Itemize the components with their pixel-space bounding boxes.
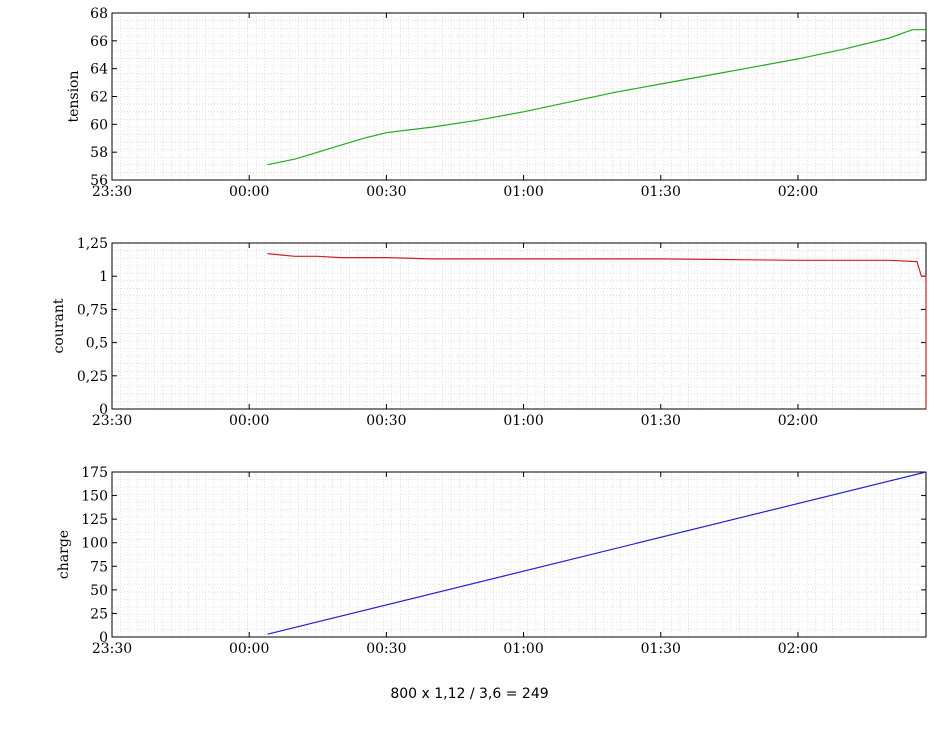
x-tick-label: 00:00 bbox=[229, 641, 269, 657]
y-tick-label: 1 bbox=[99, 269, 108, 285]
x-tick-label: 01:00 bbox=[503, 184, 543, 200]
y-tick-label: 62 bbox=[90, 90, 108, 106]
charge-chart: 0 25 50 75 100 125 150 175 23:30 00:00 00:30 01:00 0… bbox=[56, 465, 927, 657]
y-tick-label: 58 bbox=[90, 145, 108, 161]
y-axis-label: charge bbox=[56, 530, 72, 579]
x-tick-label: 00:30 bbox=[366, 641, 406, 657]
y-tick-label: 56 bbox=[90, 173, 108, 189]
y-tick-label: 0,5 bbox=[86, 336, 108, 352]
grid bbox=[112, 472, 926, 637]
x-tick-label: 01:00 bbox=[503, 413, 543, 429]
y-tick-label: 60 bbox=[90, 117, 108, 133]
y-tick-label: 0,25 bbox=[77, 369, 108, 385]
x-tick-label: 00:00 bbox=[229, 413, 269, 429]
x-tick-label: 02:00 bbox=[778, 184, 818, 200]
y-tick-label: 0 bbox=[99, 402, 108, 418]
y-tick-label: 1,25 bbox=[77, 236, 108, 252]
y-tick-label: 100 bbox=[81, 536, 108, 552]
y-tick-label: 50 bbox=[90, 583, 108, 599]
caption: 800 x 1,12 / 3,6 = 249 bbox=[390, 686, 549, 702]
y-axis-label: tension bbox=[66, 70, 82, 122]
tension-chart: 56 58 60 62 64 66 68 23:30 00:00 00:30 01:00 01:30 0… bbox=[66, 6, 927, 200]
x-tick-label: 00:30 bbox=[366, 413, 406, 429]
series-line bbox=[267, 253, 927, 409]
x-tick-label: 01:00 bbox=[503, 641, 543, 657]
y-tick-label: 150 bbox=[81, 489, 108, 505]
x-tick-label: 00:00 bbox=[229, 184, 269, 200]
y-tick-label: 68 bbox=[90, 6, 108, 22]
series-line bbox=[267, 29, 926, 166]
y-tick-label: 66 bbox=[90, 34, 108, 50]
x-tick-label: 23:30 bbox=[92, 641, 132, 657]
series-line bbox=[267, 471, 927, 635]
x-tick-label: 01:30 bbox=[641, 184, 681, 200]
x-tick-label: 23:30 bbox=[92, 413, 132, 429]
y-tick-label: 0 bbox=[99, 630, 108, 646]
x-tick-label: 02:00 bbox=[778, 641, 818, 657]
x-tick-label: 23:30 bbox=[92, 184, 132, 200]
y-tick-label: 25 bbox=[90, 606, 108, 622]
y-tick-label: 75 bbox=[90, 559, 108, 575]
y-tick-label: 125 bbox=[81, 512, 108, 528]
y-axis-label: courant bbox=[51, 298, 67, 353]
grid bbox=[112, 13, 926, 180]
y-tick-label: 175 bbox=[81, 465, 108, 481]
courant-chart: 0 0,25 0,5 0,75 1 1,25 23:30 00:00 00:30 01:00 01:… bbox=[51, 236, 927, 429]
x-tick-label: 02:00 bbox=[778, 413, 818, 429]
y-tick-label: 64 bbox=[90, 62, 108, 78]
x-tick-label: 00:30 bbox=[366, 184, 406, 200]
grid bbox=[112, 243, 926, 409]
plot-frame bbox=[111, 471, 927, 638]
x-tick-label: 01:30 bbox=[641, 413, 681, 429]
y-tick-label: 0,75 bbox=[77, 302, 108, 318]
x-tick-label: 01:30 bbox=[641, 641, 681, 657]
